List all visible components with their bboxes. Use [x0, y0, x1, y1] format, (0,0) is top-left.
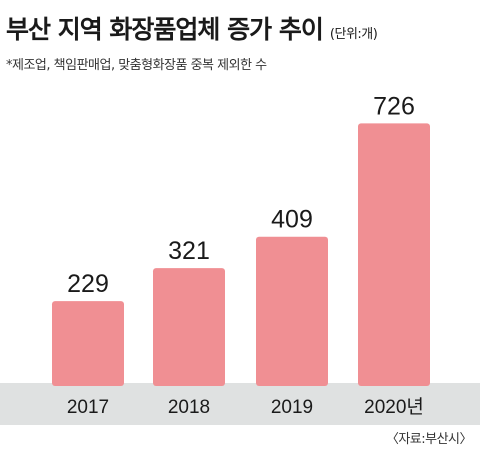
bar-group	[52, 123, 430, 387]
bar-2019	[256, 236, 328, 386]
bar-2018	[153, 268, 225, 386]
bar-2017	[52, 301, 124, 386]
tick-label-2020년: 2020년	[364, 396, 424, 418]
value-label-2020년: 726	[373, 92, 415, 120]
title-row: 부산 지역 화장품업체 증가 추이 (단위:개)	[6, 10, 378, 46]
tick-label-group: 2017 2018 2019 2020년	[67, 396, 424, 418]
chart-subtitle: *제조업, 책임판매업, 맞춤형화장품 중복 제외한 수	[6, 58, 267, 73]
value-label-group: 229 321 409 726	[67, 92, 415, 298]
tick-label-2019: 2019	[271, 397, 313, 418]
chart-title: 부산 지역 화장품업체 증가 추이	[6, 15, 324, 44]
bar-2020년	[358, 123, 430, 387]
x-axis-band	[0, 383, 480, 425]
unit-label: (단위:개)	[329, 27, 378, 42]
source-note: 〈자료:부산시〉	[385, 432, 473, 447]
value-label-2017: 229	[67, 270, 109, 298]
value-label-2018: 321	[168, 237, 210, 265]
tick-label-2017: 2017	[67, 397, 109, 418]
tick-label-2018: 2018	[168, 397, 210, 418]
value-label-2019: 409	[271, 206, 313, 234]
